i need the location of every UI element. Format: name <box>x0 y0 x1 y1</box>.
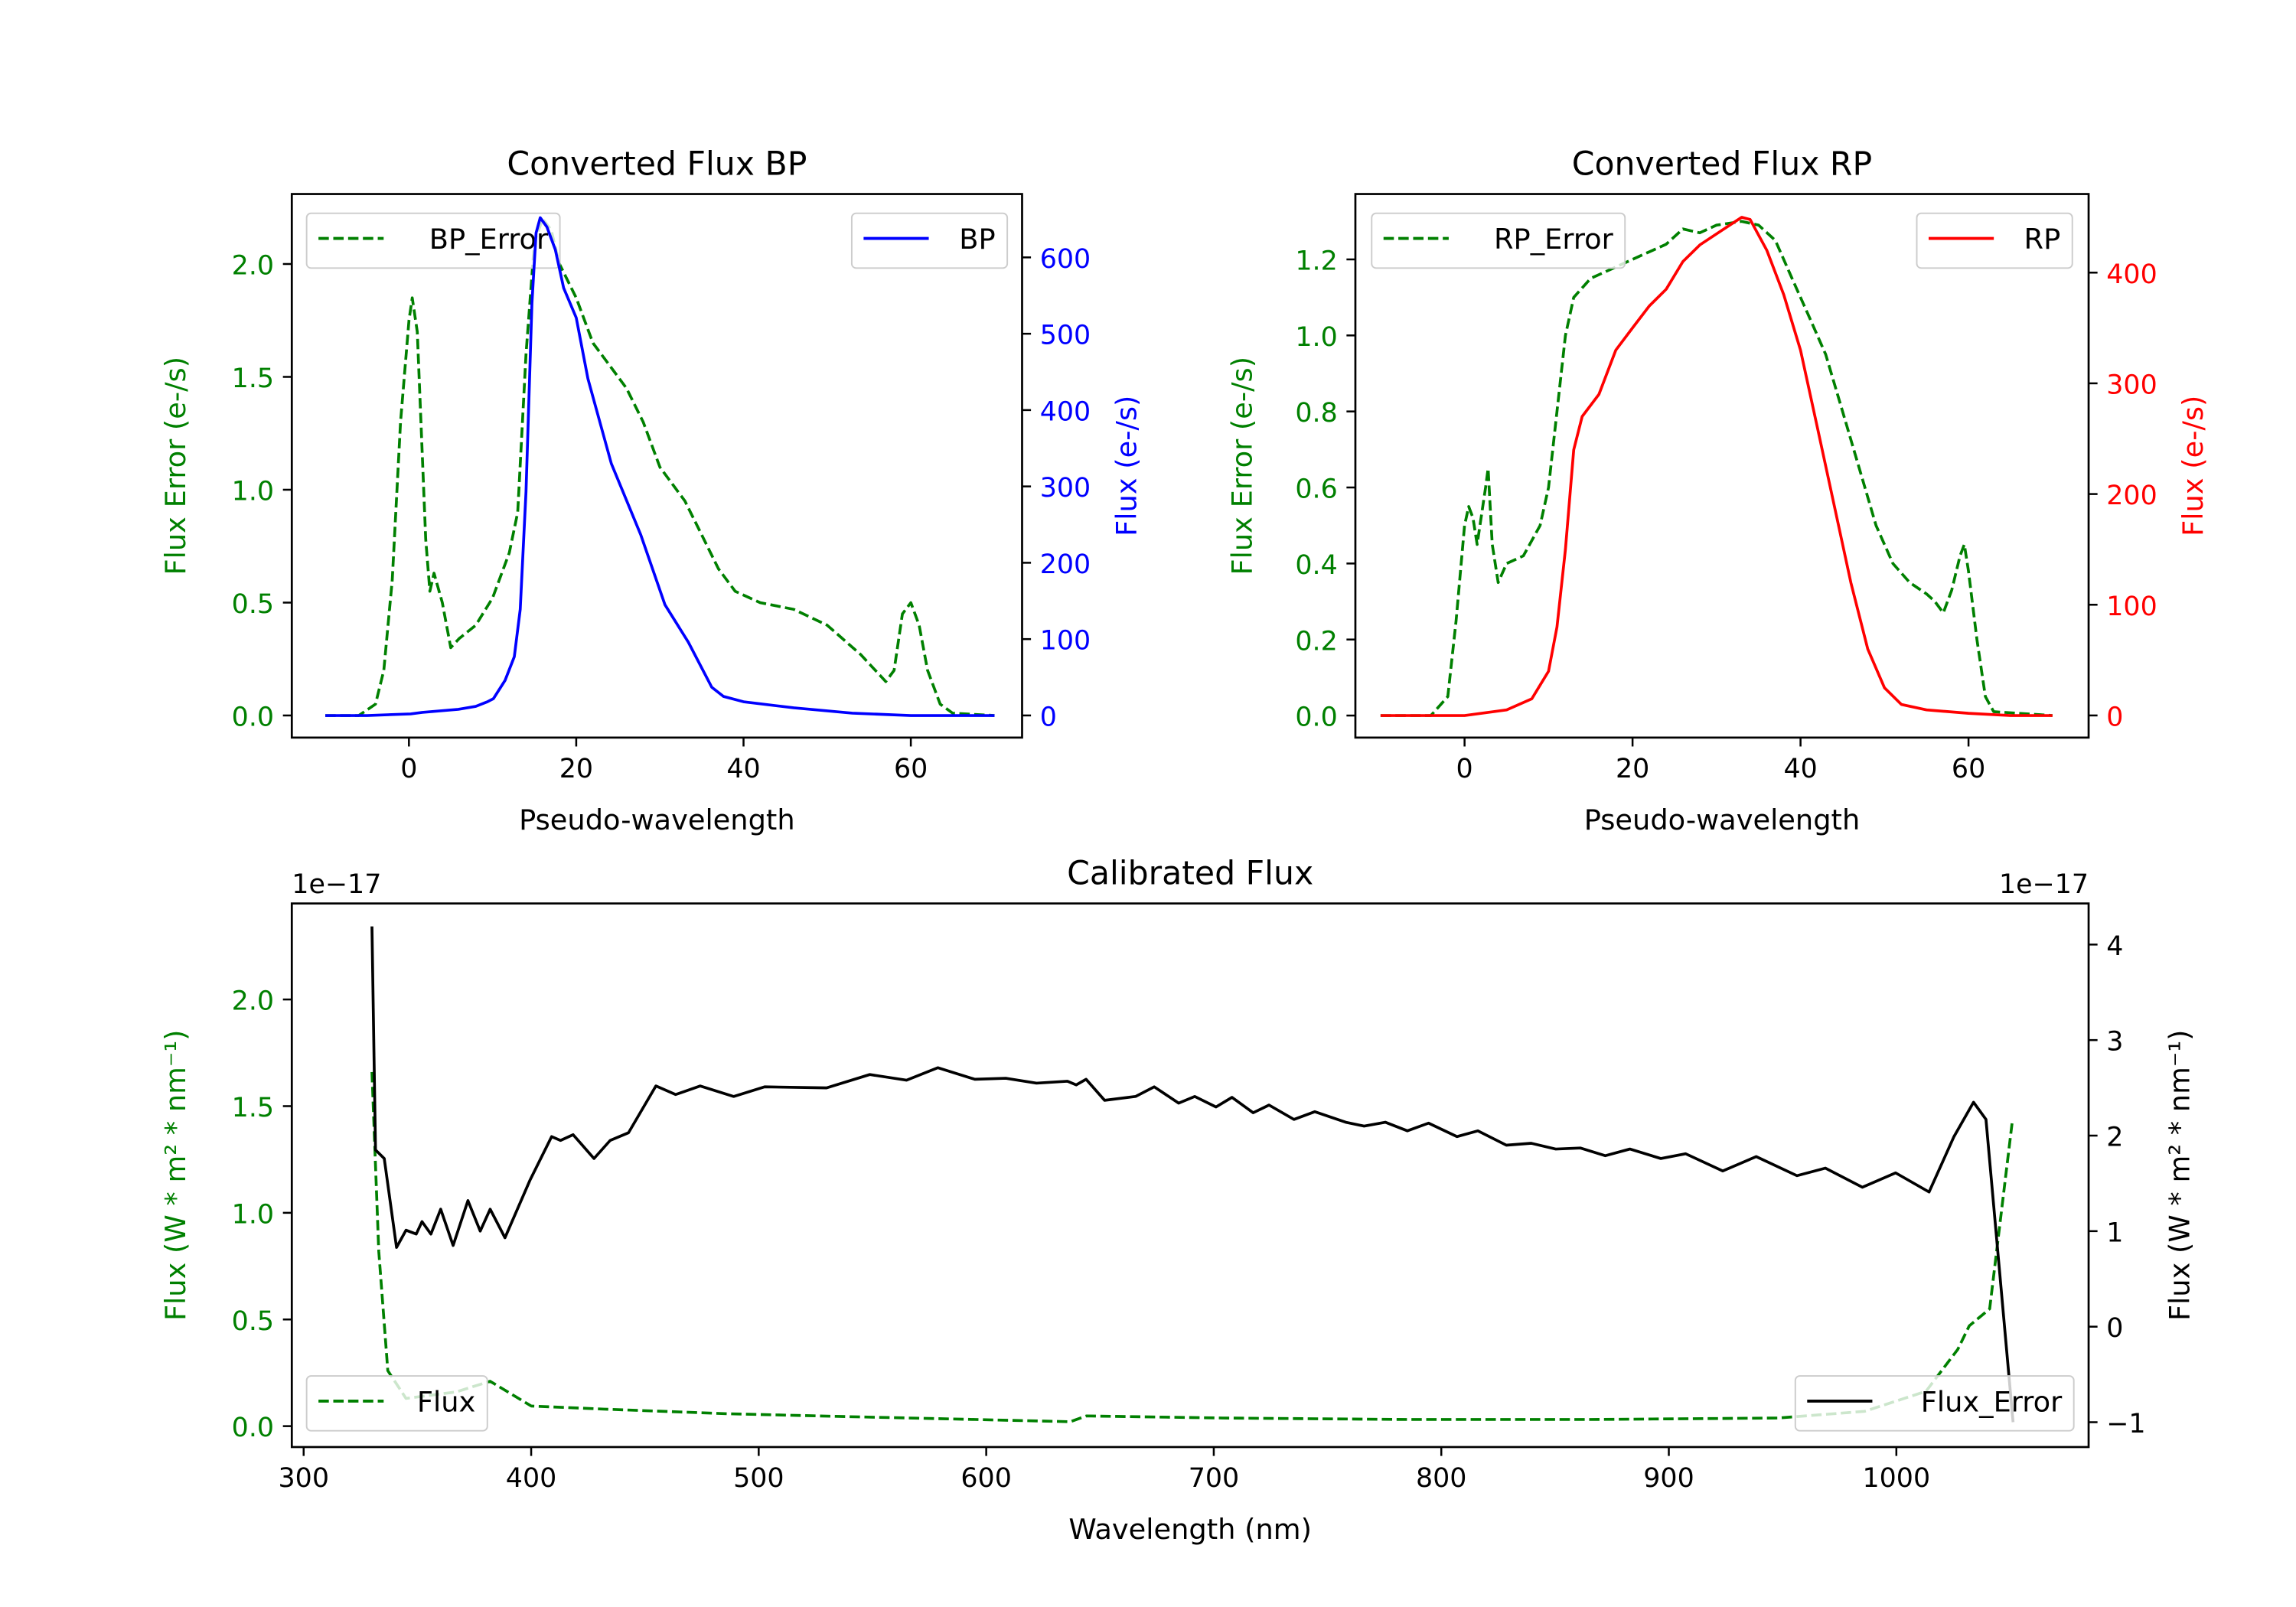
x-tick-label: 400 <box>506 1463 556 1494</box>
y-left-axis-label: Flux Error (e-/s) <box>159 357 192 575</box>
legend-frame <box>1794 1375 2075 1432</box>
legend-rp: RP <box>1916 212 2073 269</box>
x-tick-label: 900 <box>1643 1463 1694 1494</box>
y-left-axis-label: Flux Error (e-/s) <box>1225 357 1258 575</box>
y-right-offset-text: 1e−17 <box>1999 869 2089 900</box>
y-right-tick-label: 3 <box>2106 1027 2123 1058</box>
legend-label: Flux_Error <box>1921 1386 2063 1419</box>
y-right-tick-label: 1 <box>2106 1217 2123 1248</box>
y-left-tick-label: 0.0 <box>232 1413 274 1443</box>
x-tick-label: 20 <box>559 754 593 784</box>
legend-label: RP <box>2024 223 2061 256</box>
legend-bp-error: BP_Error <box>305 212 561 269</box>
y-right-tick-label: 300 <box>1040 473 1091 504</box>
x-tick-label: 20 <box>1616 754 1649 784</box>
y-left-tick-label: 1.2 <box>1295 246 1337 277</box>
y-left-tick-label: 1.5 <box>232 363 274 394</box>
chart-1: RP_Error RP 0 20 40 60 0.0 0.2 0.4 0.6 0.8 1.0 1.2 0 1… <box>1225 145 2210 836</box>
series-line-rp <box>1380 216 2053 717</box>
x-tick-label: 300 <box>279 1463 329 1494</box>
x-tick-label: 60 <box>894 754 928 784</box>
x-tick-label: 800 <box>1416 1463 1466 1494</box>
y-right-tick-label: 400 <box>1040 396 1091 427</box>
x-tick-label: 1000 <box>1862 1463 1930 1494</box>
legend-frame <box>1371 212 1626 269</box>
legend-label: BP_Error <box>429 223 549 256</box>
y-left-tick-label: 1.0 <box>232 1199 274 1230</box>
y-right-tick-label: 500 <box>1040 321 1091 351</box>
y-right-axis-label: Flux (W * m² * nm⁻¹) <box>2164 1030 2197 1321</box>
legend-frame <box>1916 212 2073 269</box>
y-right-tick-label: 100 <box>2106 592 2157 622</box>
x-tick-label: 600 <box>960 1463 1011 1494</box>
plot-frame <box>290 193 1023 739</box>
y-right-axis-label: Flux (e-/s) <box>2177 396 2210 536</box>
x-tick-label: 0 <box>400 754 417 784</box>
y-right-tick-label: 600 <box>1040 244 1091 275</box>
y-right-tick-label: 100 <box>1040 626 1091 657</box>
y-left-tick-label: 2.0 <box>232 251 274 282</box>
y-left-tick-label: 0.5 <box>232 1306 274 1337</box>
legend-label: Flux <box>417 1386 475 1419</box>
y-left-tick-label: 1.0 <box>1295 322 1337 353</box>
x-axis-label: Pseudo-wavelength <box>519 804 795 836</box>
y-right-tick-label: 400 <box>2106 259 2157 290</box>
y-right-tick-label: 200 <box>1040 549 1091 580</box>
y-left-tick-label: 2.0 <box>232 986 274 1017</box>
chart-0: BP_Error BP 0 20 40 60 0.0 0.5 1.0 1.5 2.0 0 100 200 3… <box>159 145 1143 836</box>
y-right-tick-label: 300 <box>2106 370 2157 400</box>
series-line-rp-error <box>1380 220 2053 717</box>
series-line-bp <box>325 216 995 717</box>
legend-frame <box>305 1375 488 1432</box>
legend-label: RP_Error <box>1494 223 1614 256</box>
y-right-tick-label: −1 <box>2106 1409 2145 1439</box>
y-right-tick-label: 4 <box>2106 931 2123 962</box>
y-left-tick-label: 0.2 <box>1295 626 1337 657</box>
y-left-tick-label: 0.8 <box>1295 398 1337 429</box>
series-line-flux <box>370 926 2015 1423</box>
x-tick-label: 40 <box>726 754 760 784</box>
y-left-tick-label: 1.0 <box>232 477 274 507</box>
chart-title: Calibrated Flux <box>1067 854 1313 892</box>
y-left-tick-label: 0.0 <box>232 702 274 733</box>
y-left-tick-label: 1.5 <box>232 1093 274 1123</box>
legend-frame <box>305 212 561 269</box>
y-left-offset-text: 1e−17 <box>292 869 381 900</box>
legend-bp: BP <box>850 212 1009 269</box>
y-right-tick-label: 0 <box>2106 1313 2123 1344</box>
y-right-axis-label: Flux (e-/s) <box>1110 396 1143 536</box>
chart-title: Converted Flux RP <box>1572 145 1872 183</box>
legend-rp-error: RP_Error <box>1371 212 1626 269</box>
y-right-tick-label: 0 <box>2106 702 2123 732</box>
y-left-tick-label: 0.0 <box>1295 702 1337 733</box>
y-left-tick-label: 0.5 <box>232 589 274 620</box>
y-left-axis-label: Flux (W * m² * nm⁻¹) <box>159 1030 192 1321</box>
plot-frame <box>1354 193 2090 739</box>
x-tick-label: 700 <box>1189 1463 1239 1494</box>
legend-flux: Flux_Error <box>1794 1375 2075 1432</box>
x-tick-label: 500 <box>733 1463 784 1494</box>
x-tick-label: 60 <box>1952 754 1985 784</box>
x-axis-label: Wavelength (nm) <box>1068 1513 1312 1546</box>
plot-frame <box>290 902 2090 1449</box>
y-right-tick-label: 200 <box>2106 481 2157 511</box>
y-right-tick-label: 2 <box>2106 1123 2123 1153</box>
y-left-tick-label: 0.6 <box>1295 474 1337 505</box>
x-tick-label: 40 <box>1783 754 1817 784</box>
legend-frame <box>850 212 1009 269</box>
y-right-tick-label: 0 <box>1040 702 1057 732</box>
series-line-bp-error <box>325 217 995 717</box>
y-left-tick-label: 0.4 <box>1295 550 1337 581</box>
legend-flux-error: Flux <box>305 1375 488 1432</box>
x-tick-label: 0 <box>1456 754 1473 784</box>
chart-2: Flux Flux_Error 300 400 500 600 700 800 900 1000 0… <box>159 854 2197 1545</box>
x-axis-label: Pseudo-wavelength <box>1584 804 1861 836</box>
legend-label: BP <box>959 223 995 256</box>
chart-title: Converted Flux BP <box>507 145 807 183</box>
